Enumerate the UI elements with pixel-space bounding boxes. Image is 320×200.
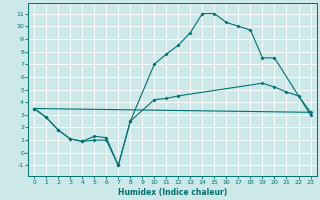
X-axis label: Humidex (Indice chaleur): Humidex (Indice chaleur) [118,188,227,197]
